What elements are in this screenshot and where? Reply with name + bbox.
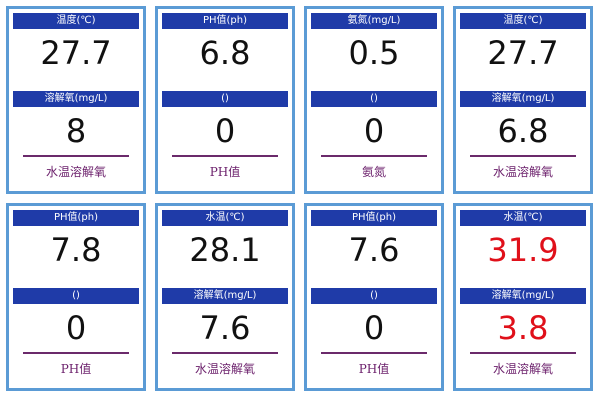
primary-label: 温度(℃) — [460, 13, 586, 29]
primary-label: PH值(ph) — [311, 210, 437, 226]
sensor-card-alarm[interactable]: 水温(℃) 31.9 溶解氧(mg/L) 3.8 水温溶解氧 — [453, 203, 593, 391]
secondary-value-alarm: 3.8 — [497, 309, 549, 347]
secondary-label: () — [311, 288, 437, 304]
sensor-card[interactable]: PH值(ph) 6.8 () 0 PH值 — [155, 6, 295, 194]
secondary-value: 0 — [65, 309, 87, 347]
card-title: 水温溶解氧 — [194, 362, 255, 376]
divider — [23, 352, 129, 354]
sensor-card[interactable]: PH值(ph) 7.6 () 0 PH值 — [304, 203, 444, 391]
secondary-value: 7.6 — [199, 309, 251, 347]
primary-value: 6.8 — [199, 34, 251, 72]
secondary-label: () — [162, 91, 288, 107]
primary-value: 27.7 — [487, 34, 559, 72]
card-title: PH值 — [60, 362, 92, 376]
primary-label: 水温(℃) — [460, 210, 586, 226]
card-title: 水温溶解氧 — [45, 165, 106, 179]
card-title: PH值 — [209, 165, 241, 179]
secondary-value: 8 — [65, 112, 87, 150]
divider — [470, 352, 576, 354]
sensor-card[interactable]: 温度(℃) 27.7 溶解氧(mg/L) 8 水温溶解氧 — [6, 6, 146, 194]
divider — [23, 155, 129, 157]
secondary-value: 6.8 — [497, 112, 549, 150]
secondary-value: 0 — [363, 309, 385, 347]
primary-value-alarm: 31.9 — [487, 231, 559, 269]
secondary-label: () — [311, 91, 437, 107]
primary-value: 7.6 — [348, 231, 400, 269]
sensor-card[interactable]: 水温(℃) 28.1 溶解氧(mg/L) 7.6 水温溶解氧 — [155, 203, 295, 391]
divider — [321, 352, 427, 354]
divider — [470, 155, 576, 157]
divider — [321, 155, 427, 157]
sensor-card[interactable]: 氨氮(mg/L) 0.5 () 0 氨氮 — [304, 6, 444, 194]
primary-label: 氨氮(mg/L) — [311, 13, 437, 29]
divider — [172, 352, 278, 354]
primary-value: 28.1 — [189, 231, 261, 269]
card-title: 水温溶解氧 — [492, 362, 553, 376]
primary-value: 7.8 — [50, 231, 102, 269]
primary-label: 温度(℃) — [13, 13, 139, 29]
primary-label: PH值(ph) — [162, 13, 288, 29]
secondary-label: 溶解氧(mg/L) — [162, 288, 288, 304]
primary-label: PH值(ph) — [13, 210, 139, 226]
secondary-value: 0 — [214, 112, 236, 150]
sensor-card[interactable]: PH值(ph) 7.8 () 0 PH值 — [6, 203, 146, 391]
primary-value: 27.7 — [40, 34, 112, 72]
divider — [172, 155, 278, 157]
secondary-label: 溶解氧(mg/L) — [460, 288, 586, 304]
secondary-value: 0 — [363, 112, 385, 150]
primary-value: 0.5 — [348, 34, 400, 72]
secondary-label: () — [13, 288, 139, 304]
primary-label: 水温(℃) — [162, 210, 288, 226]
card-title: PH值 — [358, 362, 390, 376]
secondary-label: 溶解氧(mg/L) — [13, 91, 139, 107]
secondary-label: 溶解氧(mg/L) — [460, 91, 586, 107]
card-title: 水温溶解氧 — [492, 165, 553, 179]
sensor-card[interactable]: 温度(℃) 27.7 溶解氧(mg/L) 6.8 水温溶解氧 — [453, 6, 593, 194]
card-title: 氨氮 — [361, 165, 386, 179]
